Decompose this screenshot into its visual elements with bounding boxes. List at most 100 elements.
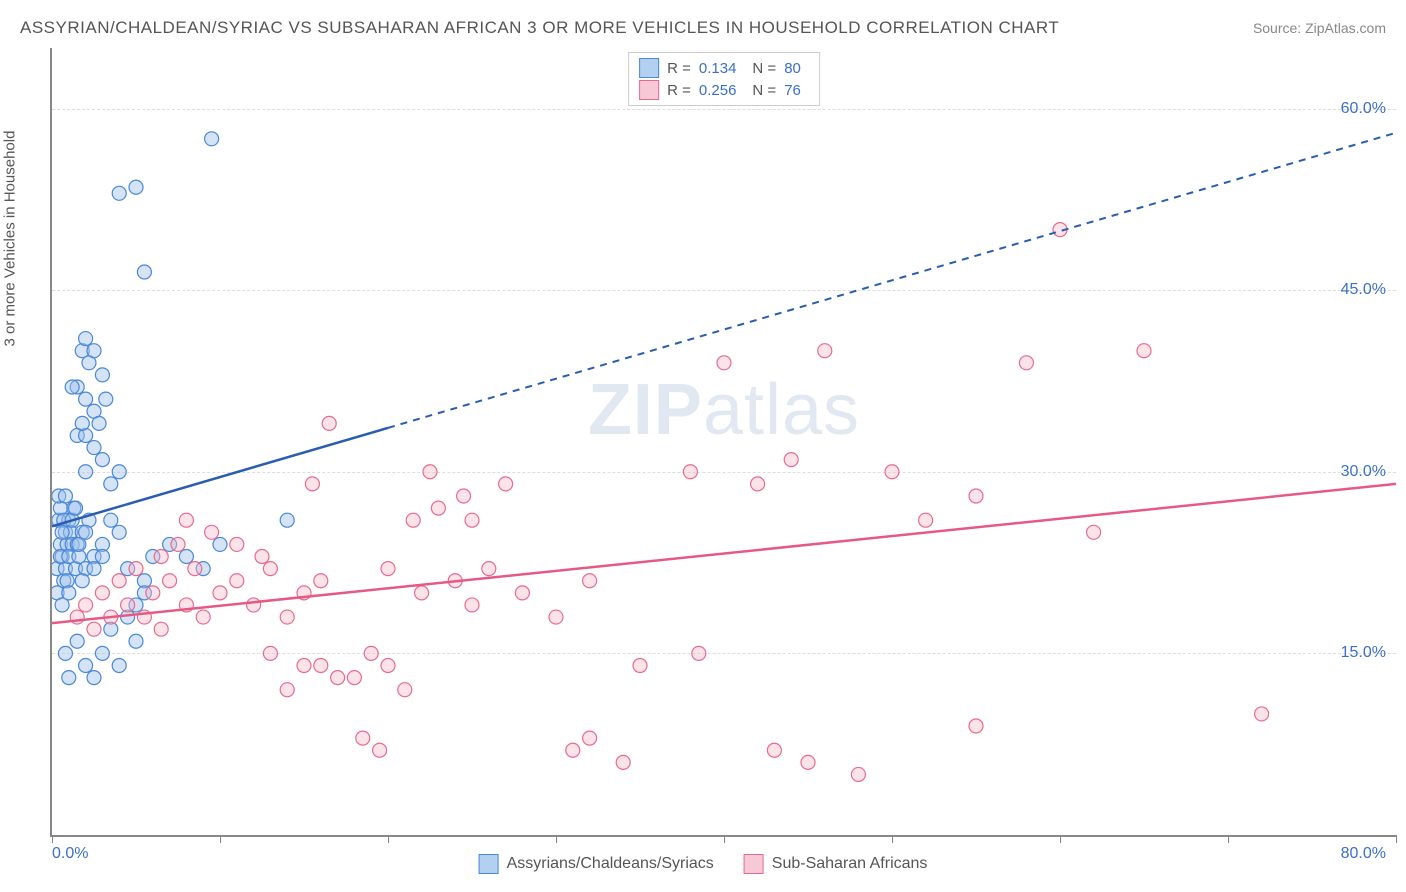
scatter-point bbox=[79, 598, 93, 612]
scatter-point bbox=[99, 392, 113, 406]
legend-swatch bbox=[744, 854, 764, 874]
scatter-point bbox=[969, 489, 983, 503]
xtick bbox=[892, 835, 893, 843]
scatter-point bbox=[104, 513, 118, 527]
xtick bbox=[220, 835, 221, 843]
legend-r-label: R = bbox=[667, 82, 691, 99]
plot-area: ZIPatlas 15.0%30.0%45.0%60.0% 0.0% 80.0%… bbox=[50, 48, 1396, 837]
scatter-point bbox=[373, 743, 387, 757]
legend-series-item: Assyrians/Chaldeans/Syriacs bbox=[479, 854, 714, 874]
scatter-point bbox=[112, 186, 126, 200]
scatter-point bbox=[751, 477, 765, 491]
scatter-point bbox=[205, 132, 219, 146]
chart-title: ASSYRIAN/CHALDEAN/SYRIAC VS SUBSAHARAN A… bbox=[20, 18, 1059, 38]
scatter-point bbox=[633, 658, 647, 672]
scatter-point bbox=[179, 550, 193, 564]
legend-series-item: Sub-Saharan Africans bbox=[744, 854, 928, 874]
scatter-point bbox=[87, 344, 101, 358]
scatter-point bbox=[297, 658, 311, 672]
legend-correlation: R =0.134N =80R =0.256N =76 bbox=[628, 52, 820, 106]
scatter-point bbox=[112, 465, 126, 479]
y-axis-label: 3 or more Vehicles in Household bbox=[2, 131, 19, 347]
scatter-point bbox=[305, 477, 319, 491]
scatter-point bbox=[230, 574, 244, 588]
scatter-point bbox=[255, 550, 269, 564]
source-label: Source: ZipAtlas.com bbox=[1253, 20, 1386, 36]
scatter-point bbox=[616, 755, 630, 769]
scatter-point bbox=[767, 743, 781, 757]
scatter-point bbox=[515, 586, 529, 600]
scatter-point bbox=[784, 453, 798, 467]
scatter-point bbox=[969, 719, 983, 733]
scatter-point bbox=[465, 598, 479, 612]
scatter-point bbox=[230, 537, 244, 551]
scatter-point bbox=[146, 586, 160, 600]
scatter-point bbox=[205, 525, 219, 539]
scatter-point bbox=[213, 586, 227, 600]
xtick bbox=[52, 835, 53, 843]
scatter-point bbox=[322, 416, 336, 430]
scatter-point bbox=[381, 562, 395, 576]
scatter-point bbox=[179, 513, 193, 527]
scatter-point bbox=[314, 658, 328, 672]
scatter-point bbox=[885, 465, 899, 479]
legend-n-value: 80 bbox=[784, 60, 801, 77]
scatter-point bbox=[121, 598, 135, 612]
xtick bbox=[556, 835, 557, 843]
scatter-point bbox=[95, 646, 109, 660]
scatter-point bbox=[566, 743, 580, 757]
scatter-point bbox=[583, 731, 597, 745]
trendline-dashed bbox=[388, 133, 1396, 428]
scatter-point bbox=[95, 368, 109, 382]
scatter-point bbox=[129, 180, 143, 194]
scatter-point bbox=[154, 550, 168, 564]
scatter-point bbox=[499, 477, 513, 491]
x-min-label: 0.0% bbox=[52, 845, 88, 863]
legend-series-label: Sub-Saharan Africans bbox=[772, 855, 928, 873]
scatter-point bbox=[347, 671, 361, 685]
scatter-point bbox=[69, 501, 83, 515]
scatter-point bbox=[1087, 525, 1101, 539]
scatter-point bbox=[154, 622, 168, 636]
scatter-point bbox=[280, 513, 294, 527]
scatter-point bbox=[356, 731, 370, 745]
scatter-point bbox=[851, 767, 865, 781]
scatter-point bbox=[415, 586, 429, 600]
scatter-point bbox=[465, 513, 479, 527]
scatter-point bbox=[58, 646, 72, 660]
scatter-point bbox=[129, 562, 143, 576]
scatter-point bbox=[92, 416, 106, 430]
scatter-point bbox=[1137, 344, 1151, 358]
scatter-point bbox=[549, 610, 563, 624]
scatter-point bbox=[364, 646, 378, 660]
scatter-point bbox=[163, 574, 177, 588]
legend-series: Assyrians/Chaldeans/Syriacs Sub-Saharan A… bbox=[479, 854, 928, 874]
scatter-point bbox=[280, 683, 294, 697]
scatter-point bbox=[112, 525, 126, 539]
legend-swatch bbox=[639, 80, 659, 100]
scatter-point bbox=[87, 441, 101, 455]
scatter-point bbox=[95, 453, 109, 467]
scatter-point bbox=[171, 537, 185, 551]
scatter-point bbox=[381, 658, 395, 672]
chart-container: ASSYRIAN/CHALDEAN/SYRIAC VS SUBSAHARAN A… bbox=[0, 0, 1406, 892]
scatter-point bbox=[79, 658, 93, 672]
xtick bbox=[1396, 835, 1397, 843]
legend-swatch bbox=[479, 854, 499, 874]
scatter-point bbox=[406, 513, 420, 527]
scatter-point bbox=[70, 634, 84, 648]
legend-n-label: N = bbox=[752, 82, 776, 99]
scatter-point bbox=[692, 646, 706, 660]
scatter-point bbox=[818, 344, 832, 358]
scatter-point bbox=[717, 356, 731, 370]
scatter-point bbox=[1019, 356, 1033, 370]
trendline-solid bbox=[52, 428, 388, 526]
scatter-point bbox=[398, 683, 412, 697]
scatter-point bbox=[112, 574, 126, 588]
scatter-point bbox=[75, 574, 89, 588]
legend-n-value: 76 bbox=[784, 82, 801, 99]
legend-series-label: Assyrians/Chaldeans/Syriacs bbox=[507, 855, 714, 873]
legend-r-value: 0.134 bbox=[699, 60, 737, 77]
xtick bbox=[724, 835, 725, 843]
scatter-point bbox=[95, 586, 109, 600]
